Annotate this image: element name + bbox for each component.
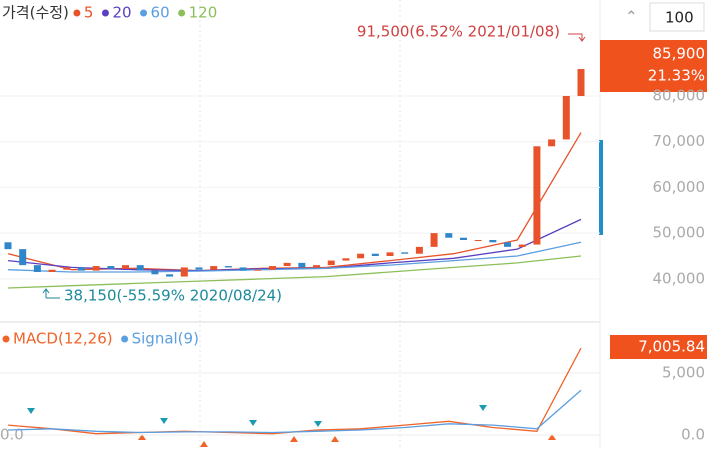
price-title: 가격(수정) (2, 4, 69, 22)
candle (151, 270, 159, 275)
legend-label: 60 (151, 4, 170, 22)
candle (122, 265, 130, 269)
low-arrow (42, 288, 60, 299)
y-tick-label: 40,000 (653, 269, 706, 287)
candle (33, 265, 41, 272)
legend-dot (2, 335, 10, 343)
last-value-label: 7,005.84 (638, 338, 705, 356)
candle (489, 240, 497, 243)
legend-dot (140, 9, 148, 17)
zoom-arrows[interactable]: ⌃ (625, 8, 638, 26)
legend-dot (178, 9, 186, 17)
candle (430, 233, 438, 247)
candle (548, 139, 556, 147)
y-tick-label: 60,000 (653, 178, 706, 196)
series-line (7, 347, 582, 435)
candle (136, 265, 144, 271)
high-annotation: 91,500(6.52% 2021/01/08) (357, 23, 560, 41)
candle (195, 267, 203, 270)
candle (327, 260, 335, 266)
candle (401, 252, 409, 254)
candle (268, 266, 276, 270)
signal-up (138, 434, 556, 447)
candle (283, 262, 291, 267)
y-tick-label: 0.0 (681, 425, 705, 443)
y-tick-label: 70,000 (653, 132, 706, 150)
zoom-box[interactable] (649, 2, 705, 32)
candle (254, 269, 262, 271)
legend-dot (101, 9, 109, 17)
series-line (7, 241, 582, 273)
series-line (7, 132, 582, 272)
candle (239, 267, 247, 271)
legend-label: 5 (84, 4, 94, 22)
volume-bar (599, 140, 603, 235)
candle (166, 274, 174, 277)
candle (63, 267, 71, 270)
legend-label: 20 (112, 4, 131, 22)
zoom-value[interactable]: 100 (665, 9, 694, 27)
candle (4, 242, 12, 250)
candle (48, 269, 56, 272)
candle (474, 240, 482, 241)
candle (357, 253, 365, 259)
candle (342, 258, 350, 261)
macd-box (610, 335, 707, 359)
candle (459, 237, 467, 240)
candle (298, 262, 306, 268)
legend-label: 120 (189, 4, 218, 22)
y-tick-label: 0.0 (0, 425, 24, 443)
y-tick-label: 5,000 (662, 363, 705, 381)
last-price: 85,900 (653, 45, 706, 63)
candle (19, 249, 27, 266)
candle (180, 267, 188, 277)
series-line (7, 255, 582, 289)
low-annotation: 38,150(-55.59% 2020/08/24) (64, 287, 282, 305)
candle (92, 266, 100, 271)
candle (562, 96, 570, 140)
candle (533, 146, 541, 245)
y-tick-label: 50,000 (653, 224, 706, 242)
candle (504, 242, 512, 247)
candle (313, 265, 321, 268)
legend-dot (121, 335, 129, 343)
candle (371, 253, 379, 256)
y-tick-label: 80,000 (653, 87, 706, 105)
legend-dot (73, 9, 81, 17)
candle (107, 266, 115, 269)
candle (445, 233, 453, 238)
candle (77, 267, 85, 271)
legend-label: MACD(12,26) (13, 330, 113, 348)
candle (224, 266, 232, 268)
candle (415, 246, 423, 254)
candle (210, 266, 218, 270)
series-line (7, 389, 582, 434)
last-change: 21.33% (648, 67, 705, 85)
candle (386, 252, 394, 256)
last-price-box (600, 40, 707, 92)
legend-label: Signal(9) (132, 330, 199, 348)
candle (518, 244, 526, 247)
high-arrow (568, 33, 586, 42)
candle (577, 69, 585, 96)
